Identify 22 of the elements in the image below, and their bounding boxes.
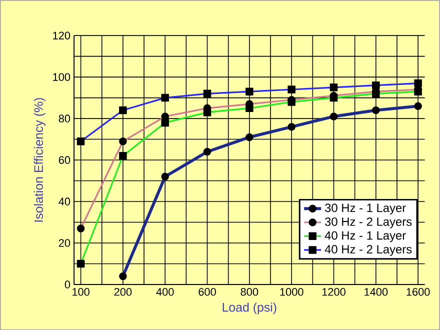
y-tick-label: 20 bbox=[58, 239, 70, 247]
y-tick-label: 0 bbox=[64, 280, 70, 288]
x-tick-label: 1600 bbox=[406, 288, 430, 296]
legend-label: 40 Hz - 2 Layers bbox=[324, 244, 412, 256]
y-axis-title: Isolation Efficiency (%) bbox=[34, 98, 46, 222]
x-tick-label: 600 bbox=[198, 288, 216, 296]
y-tick-label: 80 bbox=[58, 114, 70, 122]
x-tick-label: 1000 bbox=[280, 288, 304, 296]
y-tick-label: 40 bbox=[58, 198, 70, 206]
x-tick-label: 800 bbox=[240, 288, 258, 296]
x-tick-label: 200 bbox=[114, 288, 132, 296]
y-tick-label: 100 bbox=[53, 73, 70, 81]
y-tick-label: 120 bbox=[53, 32, 70, 40]
x-tick-label: 400 bbox=[156, 288, 174, 296]
legend-label: 30 Hz - 1 Layer bbox=[325, 204, 406, 214]
x-tick-label: 1200 bbox=[322, 288, 346, 296]
legend-label: 40 Hz - 1 Layer bbox=[324, 231, 406, 242]
x-axis-title: Load (psi) bbox=[222, 302, 276, 314]
x-tick-label: 1400 bbox=[364, 288, 388, 296]
x-tick-label: 100 bbox=[72, 288, 90, 296]
y-tick-label: 60 bbox=[58, 156, 70, 164]
legend-label: 30 Hz - 2 Layers bbox=[325, 217, 412, 228]
